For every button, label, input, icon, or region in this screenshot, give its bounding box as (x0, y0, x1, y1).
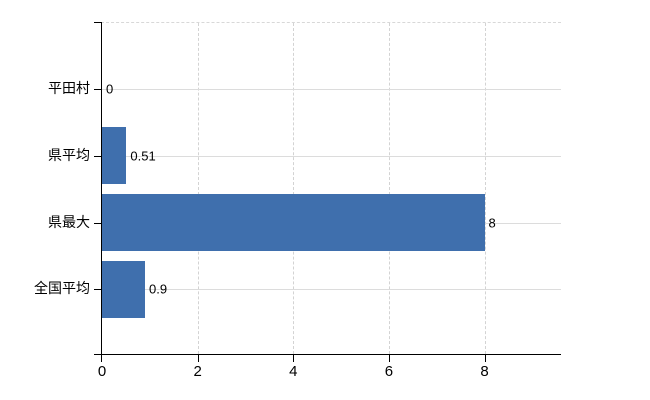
gridline-vertical (197, 23, 199, 354)
x-tick-label: 4 (289, 363, 298, 380)
bar-value-label: 0.51 (130, 148, 156, 164)
x-tick-label: 0 (97, 363, 107, 380)
x-tick (197, 354, 199, 362)
category-tick (94, 289, 102, 291)
category-label: 県最大 (48, 213, 90, 230)
gridline-horizontal (102, 155, 561, 157)
category-tick (94, 155, 102, 157)
x-tick-label: 8 (480, 363, 489, 380)
gridline-vertical (293, 23, 295, 354)
bar-value-label: 0 (106, 81, 114, 97)
category-label: 平田村 (48, 80, 90, 96)
gridline-horizontal (102, 89, 561, 90)
x-tick-label: 6 (384, 363, 394, 380)
x-tick (388, 354, 390, 362)
category-tick (94, 89, 102, 90)
category-label: 県平均 (48, 146, 90, 163)
category-label: 全国平均 (34, 280, 90, 297)
bar (102, 194, 485, 251)
x-tick-label: 2 (193, 363, 202, 380)
gridline-vertical (484, 23, 486, 354)
category-tick (94, 222, 102, 224)
bar-value-label: 0.9 (149, 281, 168, 297)
x-tick (484, 354, 486, 362)
x-axis-left-extension (94, 354, 102, 355)
gridline-horizontal (102, 289, 561, 291)
x-tick (101, 354, 102, 362)
bar (102, 127, 127, 185)
bar (102, 260, 146, 318)
bar-value-label: 8 (488, 215, 496, 230)
plot-area: 0 0.51 8 0.9 0 2 4 6 8 (94, 22, 561, 379)
x-tick (293, 354, 295, 362)
y-axis-top-tick (94, 22, 102, 23)
gridline-vertical (388, 23, 390, 354)
